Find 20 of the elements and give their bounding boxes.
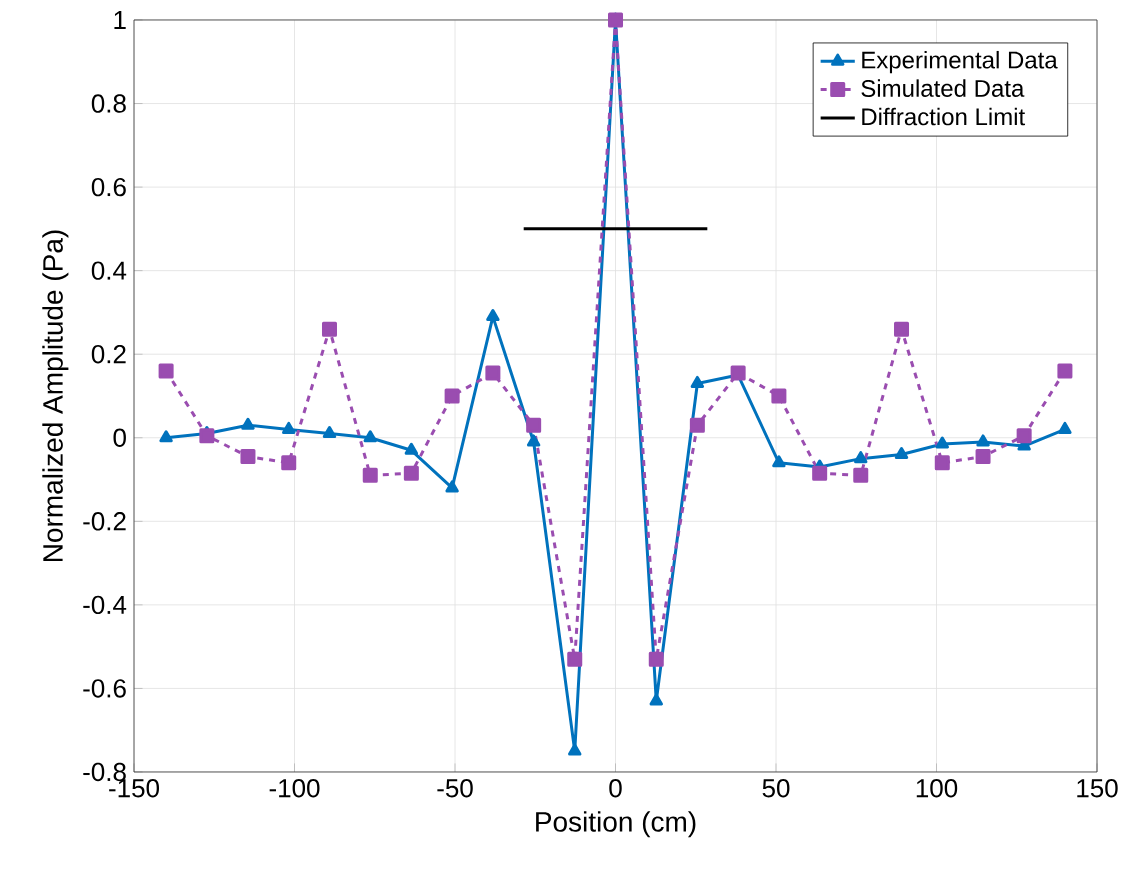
x-tick-label: 50 (762, 779, 790, 798)
x-tick-label: 0 (609, 779, 622, 798)
y-tick-label: -0.4 (83, 595, 127, 615)
y-tick-label: 0.2 (91, 344, 126, 364)
y-tick-label: 0 (113, 428, 126, 447)
x-tick-label: -100 (269, 779, 320, 798)
legend-label: Simulated Data (861, 79, 1025, 97)
y-tick-label: -0.6 (83, 679, 126, 698)
x-axis-title: Position (cm) (536, 811, 696, 838)
y-tick-label: -0.2 (83, 512, 126, 531)
x-tick-label: 100 (916, 779, 958, 798)
y-axis-title: Normalized Amplitude (Pa) (42, 230, 69, 561)
x-tick-label: -50 (437, 779, 473, 798)
legend-label: Experimental Data (862, 50, 1058, 74)
y-tick-label: 1 (114, 11, 126, 29)
y-tick-label: 0.4 (91, 261, 127, 280)
y-tick-label: 0.8 (91, 94, 126, 113)
y-tick-label: 0.6 (91, 177, 126, 197)
x-tick-label: 150 (1077, 779, 1118, 798)
legend-label: Diffraction Limit (862, 107, 1026, 126)
